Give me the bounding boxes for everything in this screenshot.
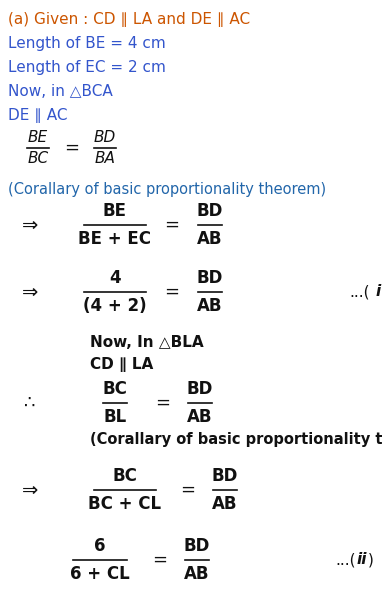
Text: DE ∥ AC: DE ∥ AC xyxy=(8,108,68,123)
Text: BD: BD xyxy=(94,130,116,145)
Text: i: i xyxy=(376,284,380,299)
Text: 6 + CL: 6 + CL xyxy=(70,565,130,583)
Text: BC: BC xyxy=(102,380,128,398)
Text: CD ∥ LA: CD ∥ LA xyxy=(90,357,153,372)
Text: AB: AB xyxy=(197,297,223,315)
Text: ∴: ∴ xyxy=(24,394,36,412)
Text: ...(: ...( xyxy=(350,284,370,299)
Text: =: = xyxy=(155,394,170,412)
Text: (4 + 2): (4 + 2) xyxy=(83,297,147,315)
Text: BC: BC xyxy=(113,467,138,485)
Text: ...(: ...( xyxy=(335,553,356,567)
Text: BD: BD xyxy=(184,537,210,555)
Text: BC + CL: BC + CL xyxy=(89,495,162,513)
Text: (Corallary of basic proportionality theorem): (Corallary of basic proportionality theo… xyxy=(90,432,382,447)
Text: AB: AB xyxy=(197,230,223,248)
Text: BD: BD xyxy=(197,269,223,287)
Text: ii: ii xyxy=(357,553,367,567)
Text: BD: BD xyxy=(187,380,213,398)
Text: ): ) xyxy=(368,553,374,567)
Text: Length of EC = 2 cm: Length of EC = 2 cm xyxy=(8,60,166,75)
Text: ⇒: ⇒ xyxy=(22,282,38,302)
Text: BE + EC: BE + EC xyxy=(78,230,152,248)
Text: BD: BD xyxy=(212,467,238,485)
Text: ⇒: ⇒ xyxy=(22,481,38,499)
Text: (Corallary of basic proportionality theorem): (Corallary of basic proportionality theo… xyxy=(8,182,326,197)
Text: BL: BL xyxy=(104,408,126,426)
Text: =: = xyxy=(181,481,196,499)
Text: =: = xyxy=(152,551,167,569)
Text: AB: AB xyxy=(212,495,238,513)
Text: Now, In △BLA: Now, In △BLA xyxy=(90,335,204,350)
Text: (a) Given : CD ∥ LA and DE ∥ AC: (a) Given : CD ∥ LA and DE ∥ AC xyxy=(8,12,250,27)
Text: BA: BA xyxy=(95,151,115,166)
Text: ⇒: ⇒ xyxy=(22,216,38,235)
Text: Now, in △BCA: Now, in △BCA xyxy=(8,84,113,99)
Text: BE: BE xyxy=(103,202,127,220)
Text: BC: BC xyxy=(28,151,49,166)
Text: =: = xyxy=(165,216,180,234)
Text: =: = xyxy=(165,283,180,301)
Text: Length of BE = 4 cm: Length of BE = 4 cm xyxy=(8,36,166,51)
Text: BE: BE xyxy=(28,130,48,145)
Text: BD: BD xyxy=(197,202,223,220)
Text: =: = xyxy=(65,139,79,157)
Text: AB: AB xyxy=(187,408,213,426)
Text: 4: 4 xyxy=(109,269,121,287)
Text: 6: 6 xyxy=(94,537,106,555)
Text: AB: AB xyxy=(184,565,210,583)
